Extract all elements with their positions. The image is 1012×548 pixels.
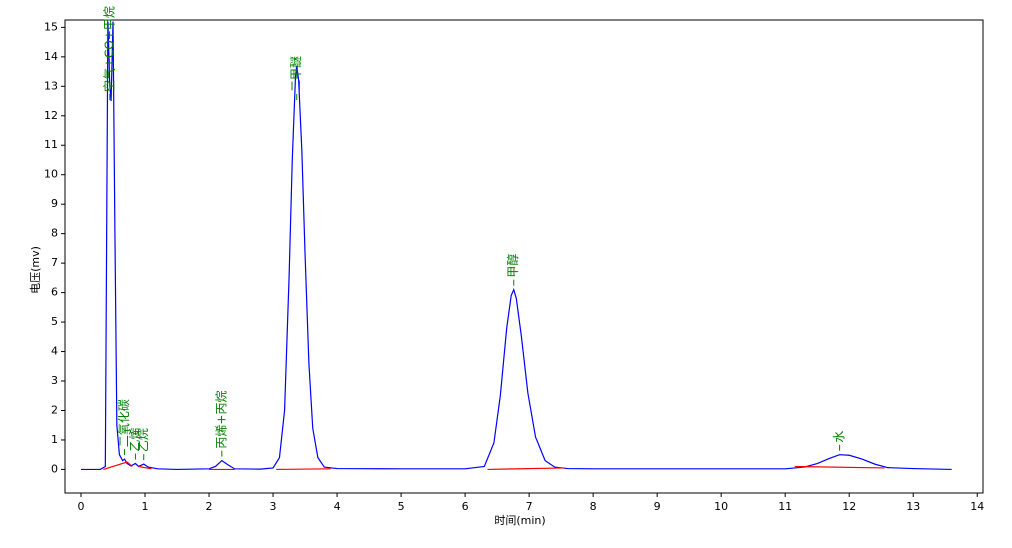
peak-label: 乙烷 bbox=[136, 428, 150, 452]
trace bbox=[81, 21, 952, 471]
x-tick-label: 7 bbox=[526, 500, 533, 513]
y-tick-label: 4 bbox=[51, 345, 58, 358]
y-tick-label: 12 bbox=[44, 109, 58, 122]
y-tick-label: 9 bbox=[51, 197, 58, 210]
x-tick-label: 2 bbox=[206, 500, 213, 513]
y-axis-label: 电压(mv) bbox=[29, 246, 42, 294]
x-tick-label: 12 bbox=[842, 500, 856, 513]
x-tick-label: 13 bbox=[906, 500, 920, 513]
plot-area bbox=[81, 21, 952, 471]
y-tick-label: 14 bbox=[44, 50, 58, 63]
peak-label: 水 bbox=[832, 431, 846, 443]
y-tick-label: 7 bbox=[51, 256, 58, 269]
peak-label: 二甲醚 bbox=[289, 56, 303, 92]
peak-label: 丙烯+丙烷 bbox=[214, 391, 228, 449]
x-tick-label: 4 bbox=[334, 500, 341, 513]
y-tick-label: 1 bbox=[51, 433, 58, 446]
y-tick-label: 5 bbox=[51, 315, 58, 328]
peak-label: 甲醇 bbox=[505, 254, 520, 278]
x-tick-label: 8 bbox=[590, 500, 597, 513]
y-tick-label: 0 bbox=[51, 462, 58, 475]
y-tick-label: 3 bbox=[51, 374, 58, 387]
y-tick-label: 15 bbox=[44, 20, 58, 33]
y-tick-label: 2 bbox=[51, 403, 58, 416]
x-tick-label: 10 bbox=[714, 500, 728, 513]
x-tick-label: 1 bbox=[142, 500, 149, 513]
peak-label: 二氧化碳 bbox=[117, 399, 131, 447]
plot-frame bbox=[64, 19, 984, 494]
y-tick-label: 8 bbox=[51, 227, 58, 240]
x-tick-label: 11 bbox=[778, 500, 792, 513]
y-tick-label: 6 bbox=[51, 286, 58, 299]
x-tick-label: 6 bbox=[462, 500, 469, 513]
trace bbox=[103, 461, 885, 471]
x-tick-label: 9 bbox=[654, 500, 661, 513]
x-axis-label: 时间(min) bbox=[494, 514, 545, 527]
y-tick-label: 10 bbox=[44, 168, 58, 181]
y-tick-label: 11 bbox=[44, 138, 58, 151]
x-tick-label: 0 bbox=[78, 500, 85, 513]
y-tick-label: 13 bbox=[44, 79, 58, 92]
x-tick-label: 14 bbox=[970, 500, 984, 513]
x-tick-label: 3 bbox=[270, 500, 277, 513]
peak-label: 乙烯 bbox=[128, 428, 142, 452]
x-tick-label: 5 bbox=[398, 500, 405, 513]
peak-label: 空气+CO+甲烷 bbox=[101, 6, 116, 92]
